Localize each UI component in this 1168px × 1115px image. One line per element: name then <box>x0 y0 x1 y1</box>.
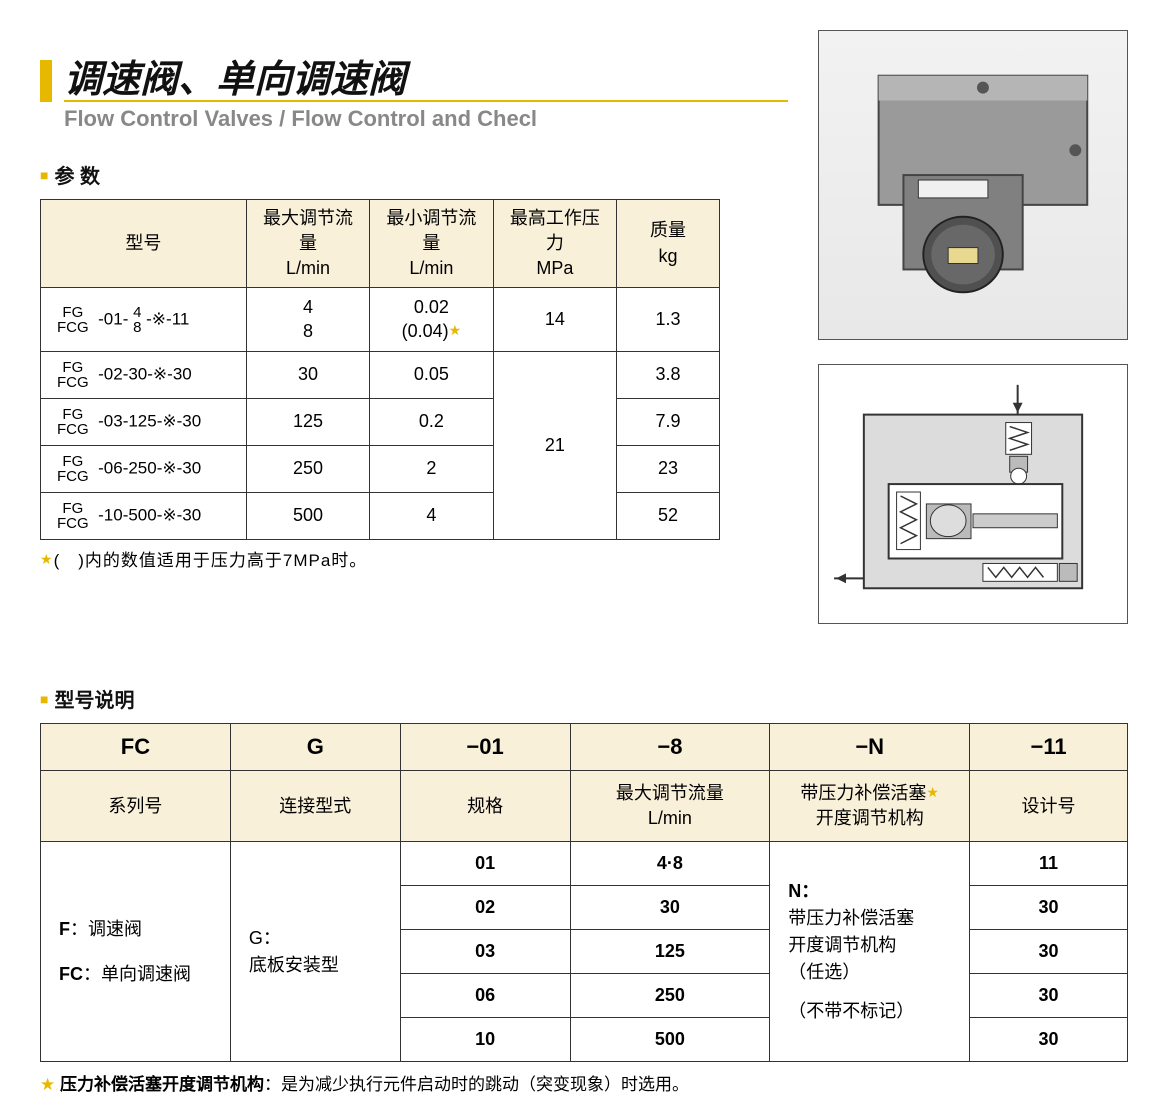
th-mass: 质量kg <box>617 199 720 288</box>
section-model-desc: ■型号说明 <box>40 684 1128 713</box>
table-row: F：F：调速阀调速阀 FC：单向调速阀 G： 底板安装型 01 4·8 N： 带… <box>41 842 1128 886</box>
footnote-1: ★( )内的数值适用于压力高于7MPa时。 <box>40 546 788 571</box>
title-en: Flow Control Valves / Flow Control and C… <box>64 100 788 132</box>
footnote-2: ★ 压力补偿活塞开度调节机构：是为减少执行元件启动时的跳动（突变现象）时选用。 <box>40 1070 1128 1095</box>
th-01: −01 <box>400 724 570 771</box>
params-table: 型号 最大调节流量L/min 最小调节流量L/min 最高工作压力MPa 质量k… <box>40 199 720 540</box>
section-params: ■参 数 <box>40 160 788 189</box>
table-row: FGFCG -06-250-※-30 250 2 23 <box>41 446 720 493</box>
model-desc-table: FC G −01 −8 −N −11 系列号 连接型式 规格 最大调节流量 L/… <box>40 723 1128 1062</box>
schematic-diagram <box>818 364 1128 624</box>
th-11: −11 <box>970 724 1128 771</box>
th-fc: FC <box>41 724 231 771</box>
table-row: FGFCG -01- 48 -※-11 4 8 0.02(0.04)★ 14 1… <box>41 288 720 352</box>
th-pressure: 最高工作压力MPa <box>493 199 616 288</box>
th-8: −8 <box>570 724 770 771</box>
th-maxflow: 最大调节流量L/min <box>246 199 369 288</box>
table-row: FGFCG -10-500-※-30 500 4 52 <box>41 493 720 540</box>
th-minflow: 最小调节流量L/min <box>370 199 493 288</box>
title-cn: 调速阀、单向调速阀 <box>40 60 788 102</box>
th-g: G <box>230 724 400 771</box>
table-row: FGFCG -03-125-※-30 125 0.2 7.9 <box>41 399 720 446</box>
table-row: FGFCG -02-30-※-30 30 0.05 21 3.8 <box>41 352 720 399</box>
product-photo <box>818 30 1128 340</box>
th-model: 型号 <box>41 199 247 288</box>
th-n: −N <box>770 724 970 771</box>
